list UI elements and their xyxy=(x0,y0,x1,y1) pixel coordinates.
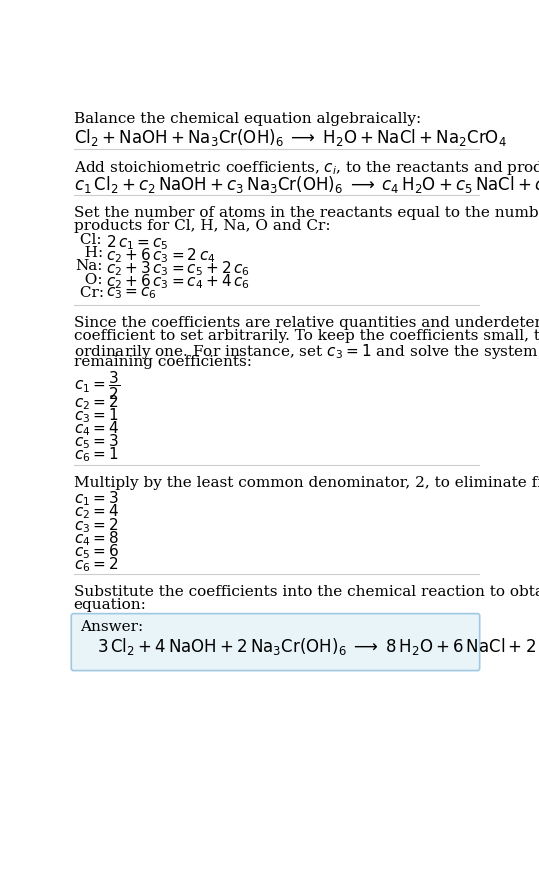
Text: Multiply by the least common denominator, 2, to eliminate fractional coefficient: Multiply by the least common denominator… xyxy=(74,476,539,490)
Text: $c_5 = 3$: $c_5 = 3$ xyxy=(74,433,119,452)
Text: remaining coefficients:: remaining coefficients: xyxy=(74,355,252,369)
Text: $c_6 = 2$: $c_6 = 2$ xyxy=(74,555,118,574)
Text: $c_1 = \dfrac{3}{2}$: $c_1 = \dfrac{3}{2}$ xyxy=(74,370,120,402)
Text: Since the coefficients are relative quantities and underdetermined, choose a: Since the coefficients are relative quan… xyxy=(74,316,539,330)
Text: $c_1 = 3$: $c_1 = 3$ xyxy=(74,490,119,508)
FancyBboxPatch shape xyxy=(71,614,480,671)
Text: Answer:: Answer: xyxy=(80,620,143,634)
Text: Add stoichiometric coefficients, $c_i$, to the reactants and products:: Add stoichiometric coefficients, $c_i$, … xyxy=(74,160,539,177)
Text: Balance the chemical equation algebraically:: Balance the chemical equation algebraica… xyxy=(74,112,421,126)
Text: $c_2 = 4$: $c_2 = 4$ xyxy=(74,503,119,521)
Text: Substitute the coefficients into the chemical reaction to obtain the balanced: Substitute the coefficients into the che… xyxy=(74,585,539,599)
Text: ordinarily one. For instance, set $c_3 = 1$ and solve the system of equations fo: ordinarily one. For instance, set $c_3 =… xyxy=(74,342,539,361)
Text: products for Cl, H, Na, O and Cr:: products for Cl, H, Na, O and Cr: xyxy=(74,220,330,234)
Text: equation:: equation: xyxy=(74,598,147,612)
Text: Cr:: Cr: xyxy=(75,286,104,300)
Text: $c_3 = 2$: $c_3 = 2$ xyxy=(74,516,118,535)
Text: $c_1\,\mathrm{Cl_2} + c_2\,\mathrm{NaOH} + c_3\,\mathrm{Na_3Cr(OH)_6} \;\longrig: $c_1\,\mathrm{Cl_2} + c_2\,\mathrm{NaOH}… xyxy=(74,174,539,195)
Text: $c_3 = 1$: $c_3 = 1$ xyxy=(74,406,118,426)
Text: $c_2 + 6\,c_3 = 2\,c_4$: $c_2 + 6\,c_3 = 2\,c_4$ xyxy=(106,246,216,265)
Text: Cl:: Cl: xyxy=(75,233,102,248)
Text: $\mathrm{Cl_2 + NaOH + Na_3Cr(OH)_6 \;\longrightarrow\; H_2O + NaCl + Na_2CrO_4}: $\mathrm{Cl_2 + NaOH + Na_3Cr(OH)_6 \;\l… xyxy=(74,127,507,148)
Text: $c_2 = 2$: $c_2 = 2$ xyxy=(74,393,118,412)
Text: Na:: Na: xyxy=(75,259,102,274)
Text: $c_5 = 6$: $c_5 = 6$ xyxy=(74,542,119,561)
Text: $c_2 + 6\,c_3 = c_4 + 4\,c_6$: $c_2 + 6\,c_3 = c_4 + 4\,c_6$ xyxy=(106,272,250,291)
Text: $c_4 = 8$: $c_4 = 8$ xyxy=(74,529,119,548)
Text: H:: H: xyxy=(75,246,103,261)
Text: $c_4 = 4$: $c_4 = 4$ xyxy=(74,419,119,439)
Text: Set the number of atoms in the reactants equal to the number of atoms in the: Set the number of atoms in the reactants… xyxy=(74,207,539,221)
Text: $c_2 + 3\,c_3 = c_5 + 2\,c_6$: $c_2 + 3\,c_3 = c_5 + 2\,c_6$ xyxy=(106,259,250,278)
Text: $3\,\mathrm{Cl_2} + 4\,\mathrm{NaOH} + 2\,\mathrm{Na_3Cr(OH)_6} \;\longrightarro: $3\,\mathrm{Cl_2} + 4\,\mathrm{NaOH} + 2… xyxy=(97,636,539,657)
Text: $c_3 = c_6$: $c_3 = c_6$ xyxy=(106,286,157,302)
Text: coefficient to set arbitrarily. To keep the coefficients small, the arbitrary va: coefficient to set arbitrarily. To keep … xyxy=(74,329,539,343)
Text: $c_6 = 1$: $c_6 = 1$ xyxy=(74,446,118,465)
Text: O:: O: xyxy=(75,272,103,287)
Text: $2\,c_1 = c_5$: $2\,c_1 = c_5$ xyxy=(106,233,169,252)
